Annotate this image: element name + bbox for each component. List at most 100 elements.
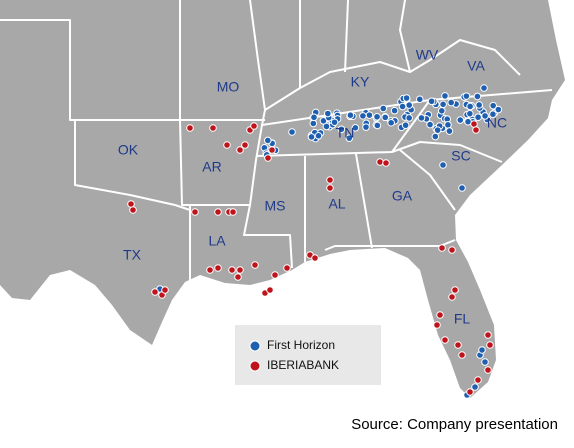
state-border (179, 119, 250, 206)
branch-dot (129, 206, 137, 214)
state-label: TX (123, 247, 142, 263)
branch-dot (471, 383, 479, 391)
legend-label: First Horizon (267, 338, 335, 352)
branch-dot (251, 261, 259, 269)
state-label: NC (487, 115, 507, 131)
branch-dot (472, 126, 480, 134)
branch-dot (439, 161, 447, 169)
branch-dot (365, 111, 374, 119)
branch-dot (456, 116, 465, 124)
branch-dot (494, 105, 503, 114)
state-label: TN (336, 125, 355, 141)
state-label: VA (467, 58, 485, 74)
branch-dot (264, 154, 272, 162)
branch-dot (426, 120, 434, 129)
state-label: OK (118, 142, 139, 158)
state-label: AL (328, 196, 345, 212)
branch-dot (480, 84, 488, 92)
branch-dot (161, 286, 169, 294)
branch-dot (431, 132, 440, 141)
branch-dot (433, 321, 441, 329)
branch-dot (283, 264, 291, 272)
branch-dot (346, 111, 355, 119)
branch-dot (191, 208, 199, 216)
branch-dot (478, 346, 486, 354)
branch-dot (268, 146, 276, 154)
branch-dot (486, 341, 494, 349)
branch-dot (438, 244, 446, 252)
branch-dot (484, 331, 492, 339)
state-border (243, 0, 293, 269)
branch-dot (379, 104, 388, 113)
branch-dot (345, 134, 354, 142)
branch-dot (234, 273, 242, 281)
branch-dot (458, 351, 466, 359)
branch-dot (241, 141, 249, 149)
branch-dot (401, 121, 410, 130)
state-border (399, 149, 456, 211)
branch-dot (458, 184, 466, 192)
branch-dot (288, 128, 296, 136)
branch-dot (474, 113, 482, 122)
branch-dot (451, 286, 459, 294)
state-label: AR (202, 159, 221, 175)
branch-dot (326, 176, 334, 184)
branch-dot (314, 131, 323, 140)
state-label: MO (217, 79, 240, 95)
branch-dot (310, 113, 318, 122)
branch-dot (454, 341, 462, 349)
branch-dot (376, 158, 384, 166)
branch-dot (228, 266, 236, 274)
branch-dot (214, 208, 222, 216)
branch-dot (489, 101, 497, 110)
branch-dot (263, 136, 272, 145)
state-label: WV (416, 47, 439, 63)
branch-dot (229, 208, 237, 216)
state-label: MS (265, 198, 286, 214)
branch-dot (437, 107, 446, 115)
branch-dot (448, 246, 456, 254)
branch-dot (448, 293, 456, 301)
land (0, 0, 565, 398)
branch-dot (466, 388, 474, 396)
branch-dot (481, 358, 489, 366)
state-label: LA (208, 233, 226, 249)
branch-dot (362, 123, 370, 131)
state-border (74, 120, 191, 211)
branch-dot (307, 133, 316, 141)
branch-dot (433, 126, 442, 134)
source-note: Source: Company presentation (351, 416, 558, 433)
branch-dot (481, 112, 489, 120)
branch-dot (405, 101, 414, 109)
branch-dot (330, 118, 339, 127)
branch-dot (324, 109, 332, 118)
branch-dot (311, 254, 319, 262)
state-border (399, 0, 411, 73)
branch-dot (427, 97, 436, 106)
branch-dot (373, 121, 382, 130)
branch-dot (236, 266, 244, 274)
branch-dot (309, 119, 318, 128)
branch-dot (447, 98, 455, 107)
branch-dot (439, 100, 447, 109)
state-border (391, 141, 503, 163)
legend-swatch (249, 360, 261, 372)
legend-swatch (249, 340, 261, 352)
branch-dot (206, 266, 214, 274)
state-label: SC (451, 148, 470, 164)
branch-dot (390, 106, 399, 115)
branch-dot (271, 271, 279, 279)
branch-dot (266, 286, 274, 294)
branch-dot (462, 92, 471, 100)
branch-dot (387, 118, 395, 127)
branch-dot (186, 124, 194, 132)
branch-dot (337, 125, 346, 134)
branch-dot (250, 122, 258, 130)
branch-dot (466, 102, 474, 111)
branch-dot (214, 264, 222, 272)
branch-dot (326, 184, 334, 192)
branch-dot (475, 101, 483, 109)
branch-dot (445, 127, 454, 135)
state-border (324, 239, 456, 251)
